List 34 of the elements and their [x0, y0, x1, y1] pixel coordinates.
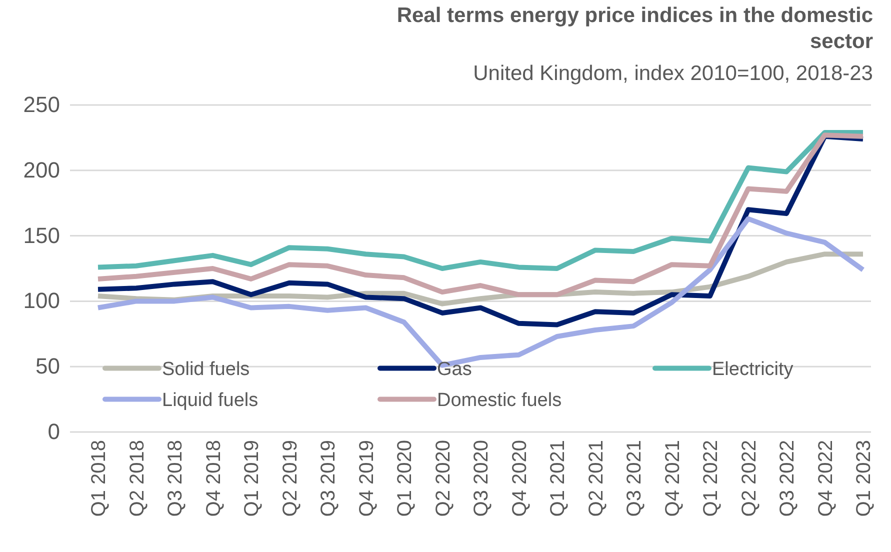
x-tick-label: Q4 2019 — [356, 440, 378, 517]
y-tick-label: 50 — [36, 354, 60, 379]
x-tick-label: Q1 2019 — [241, 440, 263, 517]
x-tick-label: Q2 2020 — [432, 440, 454, 517]
legend-label: Liquid fuels — [162, 390, 258, 411]
x-tick-label: Q3 2019 — [318, 440, 340, 517]
x-tick-label: Q2 2019 — [279, 440, 302, 517]
y-tick-label: 100 — [23, 288, 60, 314]
x-tick-label: Q3 2022 — [776, 440, 798, 517]
y-tick-label: 250 — [23, 92, 60, 118]
legend-label: Gas — [437, 358, 472, 380]
x-tick-label: Q2 2021 — [585, 440, 608, 517]
x-tick-label: Q4 2021 — [662, 440, 684, 517]
chart-title: Real terms energy price indices in the domestic sector — [396, 4, 874, 53]
x-tick-label: Q1 2022 — [700, 440, 722, 517]
y-tick-label: 150 — [23, 222, 60, 248]
x-tick-label: Q4 2022 — [814, 440, 837, 517]
legend-label: Electricity — [712, 358, 794, 380]
x-tick-label: Q2 2018 — [126, 440, 148, 517]
x-tick-label: Q1 2020 — [394, 440, 416, 517]
y-tick-label: 0 — [48, 419, 60, 444]
x-tick-label: Q3 2018 — [164, 440, 186, 517]
x-tick-label: Q2 2022 — [738, 440, 760, 517]
legend-label: Domestic fuels — [437, 390, 562, 411]
x-tick-label: Q1 2018 — [88, 440, 110, 517]
x-tick-label: Q3 2021 — [624, 440, 646, 517]
legend-label: Solid fuels — [162, 358, 250, 380]
x-tick-label: Q1 2021 — [547, 440, 569, 517]
x-tick-label: Q4 2018 — [202, 440, 225, 517]
x-tick-label: Q3 2020 — [470, 440, 492, 517]
x-tick-label: Q4 2020 — [508, 440, 531, 517]
y-tick-label: 200 — [23, 157, 60, 182]
chart-subtitle: United Kingdom, index 2010=100, 2018-23 — [473, 62, 873, 85]
x-tick-label: Q1 2023 — [853, 440, 875, 517]
